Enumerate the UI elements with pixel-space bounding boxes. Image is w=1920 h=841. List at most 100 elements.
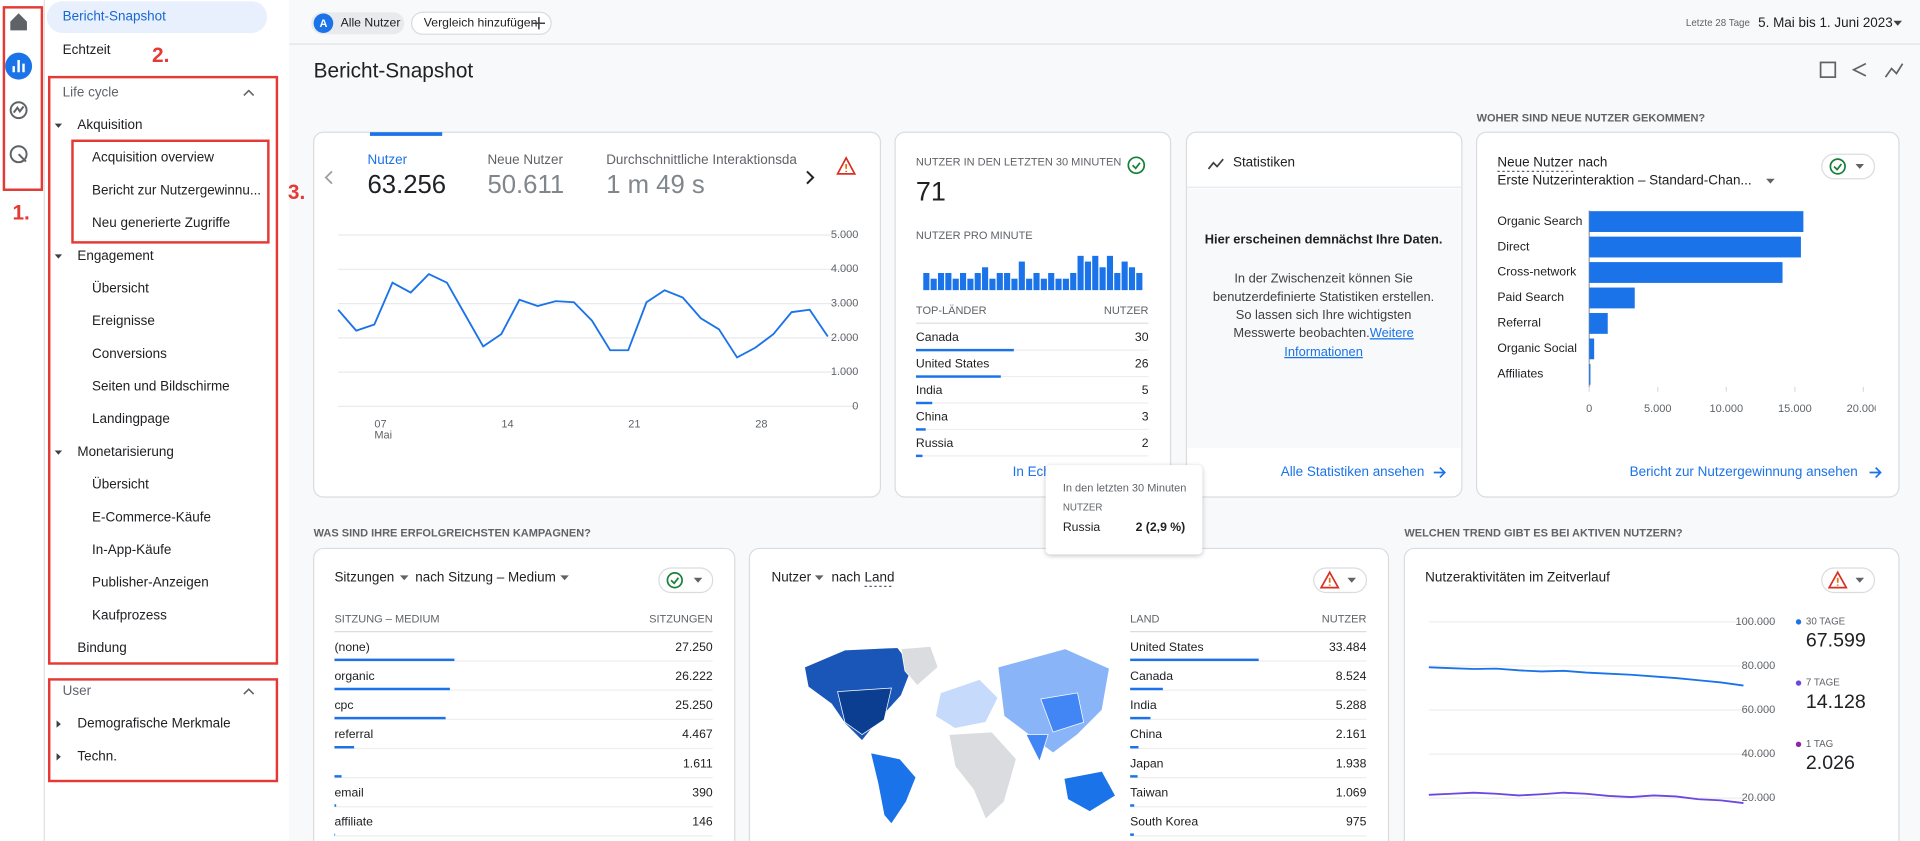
bar [1099,267,1106,291]
label: nach [831,569,860,584]
date-range[interactable]: 5. Mai bis 1. Juni 2023 [1758,15,1893,30]
nav-item[interactable]: Bericht-Snapshot [63,9,166,24]
nav-group[interactable]: Demografische Merkmale [77,716,230,731]
bar [1070,272,1077,291]
y-tick-label: 60.000 [1742,704,1776,716]
dropdown-caret[interactable] [560,575,569,581]
prev-arrow[interactable] [324,170,333,185]
bar [1011,278,1018,291]
nav-item[interactable]: Publisher-Anzeigen [92,575,209,590]
nav-item[interactable]: Conversions [92,346,167,361]
nav-item[interactable]: Übersicht [92,477,149,492]
x-tick-label: 15.000 [1778,403,1812,415]
dropdown-caret[interactable] [1347,577,1357,583]
group-toggle[interactable] [54,254,63,259]
bar [1004,272,1011,291]
row-bar [334,775,342,778]
nav-group[interactable]: Engagement [77,248,154,263]
dropdown-caret[interactable] [814,575,824,581]
home-icon[interactable] [10,13,27,31]
map-region [870,752,917,825]
advertising-icon[interactable] [9,145,28,164]
compare-label[interactable]: Vergleich hinzufügen [424,15,538,29]
card-link[interactable]: Alle Statistiken ansehen [1281,464,1425,479]
card-title: NUTZER IN DEN LETZTEN 30 MINUTEN [916,157,1121,169]
metric-label[interactable]: Neue Nutzer [487,152,563,167]
nav-item[interactable]: Landingpage [92,411,170,426]
bar [1018,261,1025,291]
dropdown-caret[interactable] [399,575,409,581]
nav-group[interactable]: Bindung [77,640,126,655]
placeholder-text: benutzerdefinierte Statistiken erstellen… [1213,289,1434,304]
dropdown-caret[interactable] [1855,164,1865,169]
placeholder-text: So lassen sich Ihre wichtigsten [1236,307,1412,322]
dimension-selector[interactable]: Erste Nutzerinteraktion – Standard-Chan.… [1497,173,1751,188]
nav-item[interactable]: Kaufprozess [92,607,167,622]
metric-selector[interactable]: Sitzungen [334,569,394,584]
table-cell: email [334,785,363,799]
card-link[interactable]: Bericht zur Nutzergewinnung ansehen [1630,464,1858,479]
y-tick-label: 1.000 [831,366,859,378]
table-cell: 27.250 [675,640,713,654]
nav-item[interactable]: In-App-Käufe [92,542,171,557]
nav-group[interactable]: Techn. [77,748,117,763]
bar [930,278,937,291]
segment-label[interactable]: Alle Nutzer [341,15,401,29]
y-tick-label: 80.000 [1742,660,1776,672]
dropdown-caret[interactable] [693,577,703,583]
bar [1040,278,1047,291]
group-toggle[interactable] [56,720,61,728]
explore-icon[interactable] [9,101,28,120]
group-toggle[interactable] [54,450,63,455]
tooltip-header: NUTZER [1063,503,1103,514]
table-cell: Russia [916,436,954,450]
group-toggle[interactable] [56,753,61,761]
inline-link[interactable]: Weitere [1370,326,1414,341]
nav-group[interactable]: Monetarisierung [77,444,173,459]
nav-item[interactable]: Acquisition overview [92,150,214,165]
metric-label[interactable]: Nutzer [368,152,408,167]
metric-selector[interactable]: Nutzer [771,569,811,584]
bar [989,278,996,291]
dimension-selector[interactable]: nach Sitzung – Medium [415,569,556,584]
nav-item[interactable]: E-Commerce-Käufe [92,509,211,524]
nav-item[interactable]: Ereignisse [92,313,155,328]
group-toggle[interactable] [54,123,63,128]
next-arrow[interactable] [806,170,815,185]
metric-value: 1 m 49 s [606,171,705,199]
metric-selector[interactable]: Neue Nutzer [1497,154,1573,169]
edit-icon[interactable] [1819,61,1837,78]
table-cell: 33.484 [1329,640,1367,654]
insights-icon[interactable] [1884,63,1904,78]
nav-section-title[interactable]: User [63,683,92,698]
table-header: NUTZER [1104,305,1149,317]
dropdown-caret[interactable] [1855,577,1865,583]
check-icon [666,572,683,589]
share-icon[interactable] [1851,62,1867,77]
inline-link[interactable]: Informationen [1284,344,1363,359]
nav-item[interactable]: Neu generierte Zugriffe [92,215,230,230]
y-tick-label: Organic Search [1497,214,1582,228]
table-cell: 4.467 [682,727,713,741]
nav-item[interactable]: Seiten und Bildschirme [92,379,230,394]
legend-value: 67.599 [1806,630,1866,652]
bar [1077,255,1084,291]
nav-item[interactable]: Bericht zur Nutzergewinnu... [92,182,261,197]
section-heading: WELCHEN TREND GIBT ES BEI AKTIVEN NUTZER… [1404,528,1683,540]
nav-item[interactable]: Echtzeit [63,42,111,57]
row-bar [1130,775,1138,778]
dropdown-caret[interactable] [1766,178,1775,184]
dropdown-caret[interactable] [1893,20,1902,26]
bar [1589,236,1801,258]
table-header: NUTZER [1322,613,1367,625]
bar [1121,261,1128,291]
nav-item[interactable]: Übersicht [92,280,149,295]
row-bar [915,401,933,405]
dimension-selector[interactable]: Land [865,569,895,584]
nav-group[interactable]: Akquisition [77,117,142,132]
metric-label[interactable]: Durchschnittliche Interaktionsda [606,152,797,167]
table-cell: cpc [334,698,353,712]
nav-section-title[interactable]: Life cycle [63,85,119,100]
content: Bericht-Snapshot Echtzeit Life cycle Akquis… [46,1,1904,841]
table-cell: (none) [334,640,369,654]
